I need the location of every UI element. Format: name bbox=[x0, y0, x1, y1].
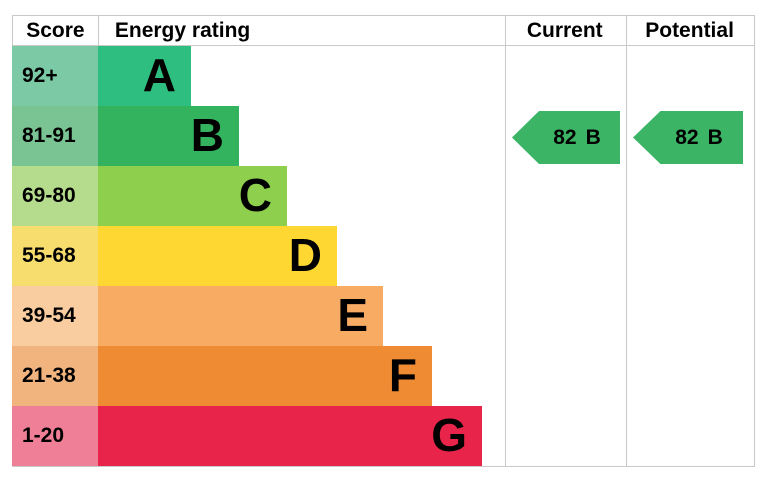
potential-header: Potential bbox=[645, 19, 734, 42]
band-row-a: 92+ A bbox=[12, 46, 482, 106]
band-bar: D bbox=[98, 226, 337, 286]
current-rating-value: 82 bbox=[553, 125, 577, 149]
band-bar: F bbox=[98, 346, 432, 406]
potential-rating-arrow: 82 B bbox=[633, 111, 743, 164]
band-bar: B bbox=[98, 106, 239, 166]
band-score-cell: 55-68 bbox=[12, 226, 98, 286]
band-score-cell: 39-54 bbox=[12, 286, 98, 346]
rating-current-divider bbox=[505, 16, 506, 466]
band-score-cell: 21-38 bbox=[12, 346, 98, 406]
current-header: Current bbox=[526, 19, 603, 42]
table-header-row: Score Energy rating Current Potential bbox=[12, 16, 754, 46]
band-score-cell: 92+ bbox=[12, 46, 98, 106]
current-rating-band: B bbox=[585, 125, 601, 149]
band-bar: E bbox=[98, 286, 383, 346]
potential-rating-value: 82 bbox=[675, 125, 699, 149]
band-row-f: 21-38 F bbox=[12, 346, 482, 406]
epc-table: Score Energy rating Current Potential 92… bbox=[12, 15, 755, 467]
current-rating-arrow: 82 B bbox=[512, 111, 620, 164]
band-bar: G bbox=[98, 406, 482, 466]
score-rating-divider bbox=[98, 16, 99, 46]
band-rows: 92+ A 81-91 B 69-80 C 55-68 D 39-54 E 21-38 F 1-20 G bbox=[12, 46, 482, 466]
band-row-e: 39-54 E bbox=[12, 286, 482, 346]
band-bar: A bbox=[98, 46, 191, 106]
band-row-g: 1-20 G bbox=[12, 406, 482, 466]
band-score-cell: 69-80 bbox=[12, 166, 98, 226]
band-row-c: 69-80 C bbox=[12, 166, 482, 226]
band-score-cell: 1-20 bbox=[12, 406, 98, 466]
band-score-cell: 81-91 bbox=[12, 106, 98, 166]
energy-rating-header: Energy rating bbox=[114, 19, 251, 42]
band-bar: C bbox=[98, 166, 287, 226]
band-row-d: 55-68 D bbox=[12, 226, 482, 286]
potential-rating-band: B bbox=[707, 125, 723, 149]
current-potential-divider bbox=[626, 16, 627, 466]
score-header: Score bbox=[12, 16, 98, 45]
band-row-b: 81-91 B bbox=[12, 106, 482, 166]
